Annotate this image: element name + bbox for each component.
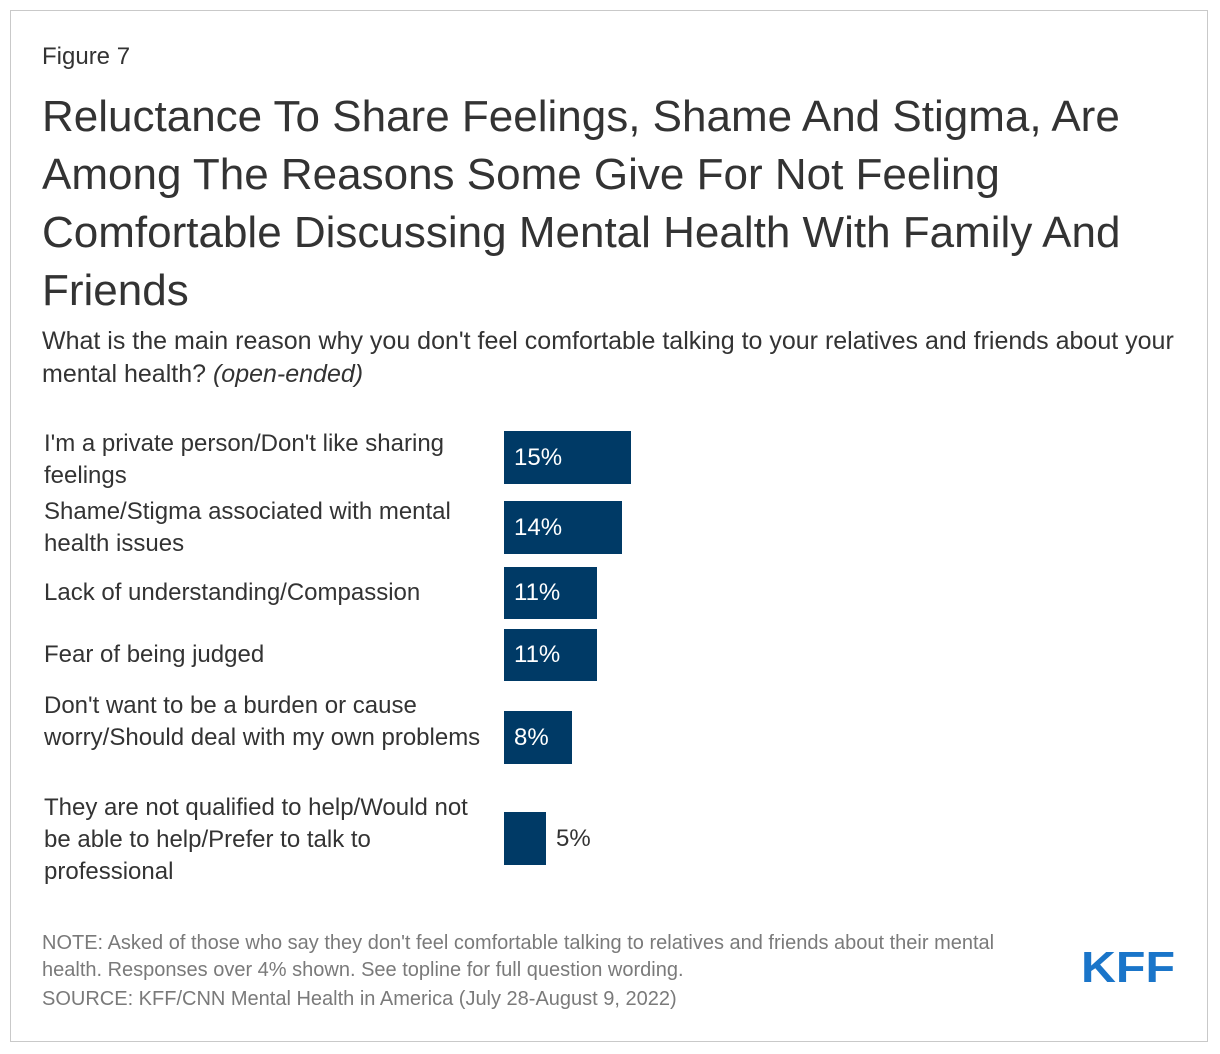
chart-note: NOTE: Asked of those who say they don't …	[42, 932, 995, 981]
chart-subtitle: What is the main reason why you don't fe…	[42, 325, 1192, 391]
subtitle-note: (open-ended)	[212, 360, 364, 388]
chart-title: Reluctance To Share Feelings, Shame And …	[42, 92, 1121, 315]
kff-logo-text: KFF	[1081, 946, 1175, 986]
chart-source: SOURCE: KFF/CNN Mental Health in America…	[42, 988, 677, 1010]
subtitle-question: What is the main reason why you don't fe…	[42, 327, 1174, 388]
kff-logo: KFF	[1081, 946, 1175, 986]
figure-label: Figure 7	[42, 43, 131, 70]
